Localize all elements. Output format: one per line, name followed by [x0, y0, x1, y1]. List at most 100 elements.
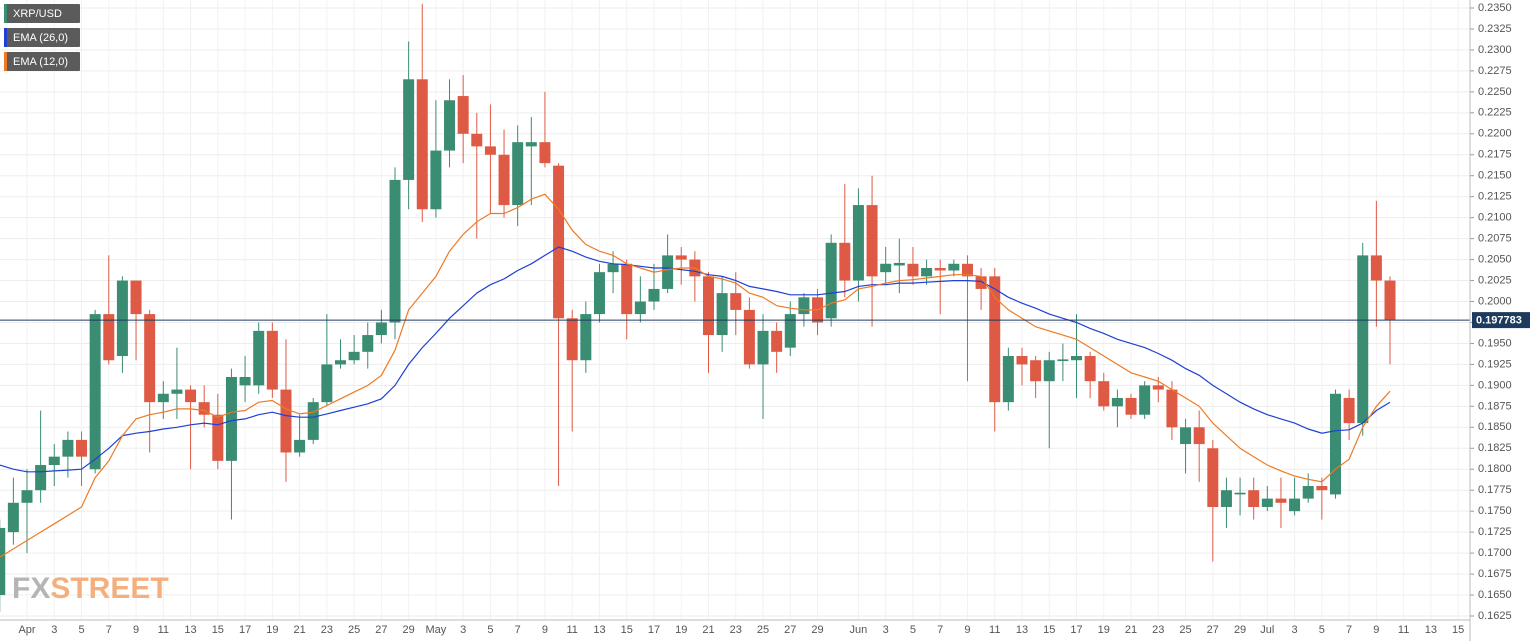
candle-body: [893, 262, 905, 266]
candle-body: [743, 309, 755, 365]
y-tick-label: 0.2075: [1478, 233, 1512, 245]
candle-body: [484, 146, 496, 155]
candle-body: [1234, 492, 1246, 495]
candle-body: [416, 79, 428, 210]
x-tick-label: 21: [293, 624, 305, 636]
x-tick-label: Jun: [850, 624, 868, 636]
candle-body: [948, 263, 960, 271]
candle-body: [389, 179, 401, 323]
candle-body: [130, 280, 142, 315]
candle-body: [825, 242, 837, 319]
ema-line: [0, 246, 1391, 473]
candle-body: [771, 330, 783, 352]
x-tick-label: 17: [648, 624, 660, 636]
y-tick-label: 0.2225: [1478, 107, 1512, 119]
candle-body: [212, 414, 224, 461]
candle-body: [1193, 427, 1205, 445]
y-tick-label: 0.2050: [1478, 253, 1512, 265]
candle-body: [539, 142, 551, 164]
candle-body: [1084, 356, 1096, 382]
watermark: FXSTREET: [12, 572, 169, 605]
candle-body: [662, 255, 674, 289]
legend-label: EMA (12,0): [13, 56, 68, 68]
y-tick-label: 0.1725: [1478, 526, 1512, 538]
legend-label: EMA (26,0): [13, 32, 68, 44]
x-tick-label: 17: [1070, 624, 1082, 636]
x-tick-label: 11: [1398, 624, 1409, 636]
x-tick-label: 11: [566, 624, 577, 636]
candle-body: [266, 330, 278, 390]
y-tick-label: 0.1775: [1478, 484, 1512, 496]
candle-body: [7, 502, 19, 533]
y-tick-label: 0.1950: [1478, 337, 1512, 349]
x-tick-label: 29: [811, 624, 823, 636]
y-tick-label: 0.2125: [1478, 191, 1512, 203]
candle-body: [1030, 360, 1042, 382]
legend: XRP/USD EMA (26,0) EMA (12,0): [4, 4, 80, 71]
legend-swatch: [4, 52, 7, 71]
y-tick-label: 0.2275: [1478, 65, 1512, 77]
candle-body: [1152, 385, 1164, 390]
candle-body: [48, 456, 60, 466]
x-tick-label: 23: [730, 624, 742, 636]
x-tick-label: 15: [621, 624, 633, 636]
candle-body: [675, 255, 687, 260]
candle-body: [21, 490, 33, 503]
candle-body: [621, 263, 633, 315]
x-tick-label: 11: [989, 624, 1000, 636]
candle-body: [757, 330, 769, 365]
y-tick-label: 0.1650: [1478, 589, 1512, 601]
candle-body: [348, 351, 360, 361]
x-tick-label: 17: [239, 624, 251, 636]
legend-swatch: [4, 4, 7, 23]
x-tick-label: 27: [1207, 624, 1219, 636]
candle-body: [253, 330, 265, 386]
x-tick-label: 5: [487, 624, 493, 636]
candle-body: [703, 276, 714, 336]
x-tick-label: 21: [1125, 624, 1137, 636]
candle-body: [471, 133, 483, 147]
y-tick-label: 0.2350: [1478, 2, 1512, 14]
x-tick-label: 27: [375, 624, 387, 636]
y-tick-label: 0.2025: [1478, 274, 1512, 286]
candle-body: [1329, 393, 1341, 495]
x-tick-label: 25: [757, 624, 769, 636]
candle-body: [580, 314, 592, 361]
x-tick-label: 13: [184, 624, 196, 636]
candle-body: [1343, 397, 1355, 424]
candle-body: [103, 314, 115, 361]
candle-body: [907, 263, 919, 277]
last-price-label: 0.197783: [1476, 315, 1522, 327]
candle-body: [1316, 486, 1328, 491]
y-tick-label: 0.1625: [1478, 610, 1512, 622]
candle-body: [961, 263, 973, 277]
candle-body: [512, 142, 524, 206]
candle-body: [852, 205, 864, 281]
candle-body: [76, 439, 88, 457]
candle-body: [403, 79, 415, 180]
x-tick-label: 9: [542, 624, 548, 636]
candle-body: [1016, 356, 1028, 365]
x-tick-label: 23: [321, 624, 333, 636]
candle-body: [375, 322, 387, 336]
x-tick-label: 5: [1319, 624, 1325, 636]
y-tick-label: 0.1825: [1478, 442, 1512, 454]
candle-body: [157, 393, 169, 403]
candle-body: [280, 389, 292, 453]
candle-body: [498, 154, 510, 206]
x-tick-label: 7: [106, 624, 112, 636]
candle-body: [62, 439, 74, 457]
x-tick-label: 29: [403, 624, 415, 636]
candle-body: [607, 263, 619, 273]
y-tick-label: 0.2000: [1478, 295, 1512, 307]
candle-body: [1370, 255, 1382, 281]
candle-body: [294, 439, 306, 453]
candle-body: [566, 318, 578, 361]
x-tick-label: 3: [460, 624, 466, 636]
candle-body: [1275, 498, 1287, 503]
y-tick-label: 0.1900: [1478, 379, 1512, 391]
watermark-suffix: STREET: [50, 572, 168, 605]
x-tick-label: 9: [133, 624, 139, 636]
y-tick-label: 0.2175: [1478, 149, 1512, 161]
